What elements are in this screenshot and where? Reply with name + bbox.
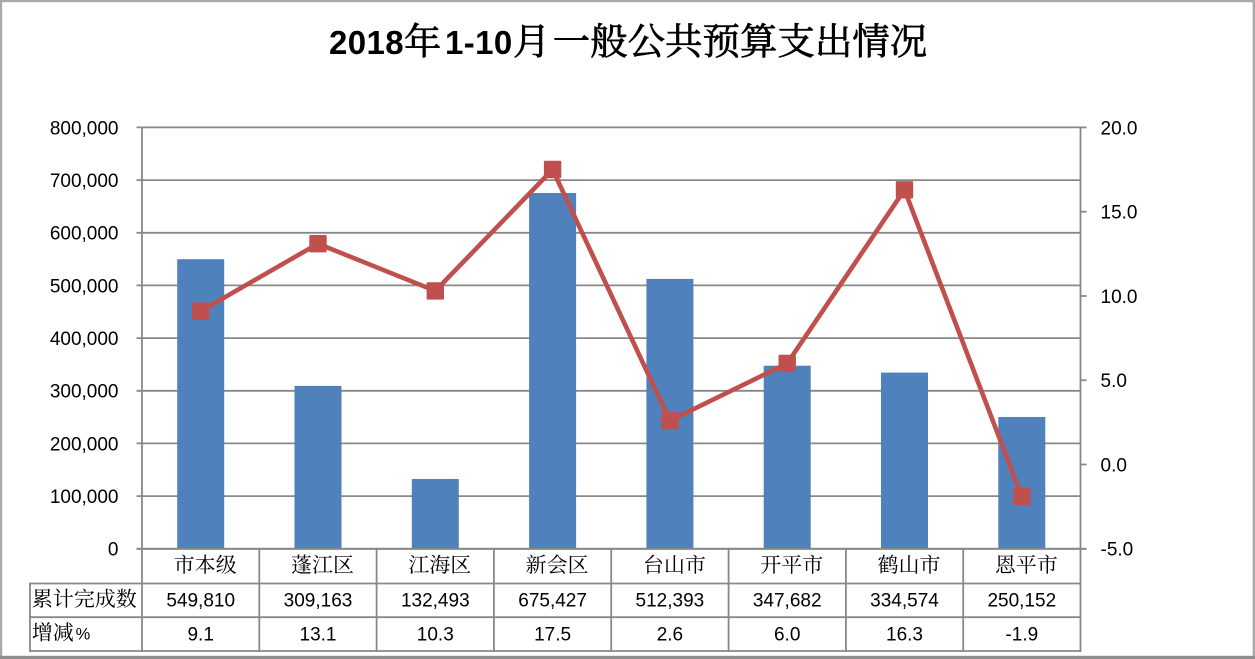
svg-text:1-10: 1-10 — [445, 24, 513, 61]
svg-text:6.0: 6.0 — [774, 624, 800, 645]
svg-text:13.1: 13.1 — [300, 624, 337, 645]
svg-text:17.5: 17.5 — [534, 624, 571, 645]
svg-text:20.0: 20.0 — [1101, 118, 1138, 139]
svg-text:334,574: 334,574 — [870, 591, 939, 612]
svg-text:675,427: 675,427 — [518, 591, 587, 612]
svg-text:15.0: 15.0 — [1101, 203, 1138, 224]
svg-text:-1.9: -1.9 — [1005, 624, 1038, 645]
svg-text:512,393: 512,393 — [636, 591, 705, 612]
svg-text:0: 0 — [108, 540, 119, 561]
svg-text:700,000: 700,000 — [50, 171, 119, 192]
svg-text:800,000: 800,000 — [50, 118, 119, 139]
svg-text:400,000: 400,000 — [50, 329, 119, 350]
svg-text:%: % — [76, 626, 91, 644]
svg-text:5.0: 5.0 — [1101, 371, 1127, 392]
svg-text:9.1: 9.1 — [187, 624, 213, 645]
svg-text:309,163: 309,163 — [284, 591, 353, 612]
svg-text:-5.0: -5.0 — [1101, 540, 1134, 561]
svg-text:347,682: 347,682 — [753, 591, 822, 612]
svg-text:0.0: 0.0 — [1101, 455, 1127, 476]
svg-text:549,810: 549,810 — [166, 591, 235, 612]
svg-text:132,493: 132,493 — [401, 591, 470, 612]
svg-text:16.3: 16.3 — [886, 624, 923, 645]
svg-text:2018: 2018 — [329, 24, 404, 61]
svg-text:250,152: 250,152 — [987, 591, 1056, 612]
svg-text:500,000: 500,000 — [50, 276, 119, 297]
svg-text:2.6: 2.6 — [657, 624, 683, 645]
svg-text:200,000: 200,000 — [50, 434, 119, 455]
svg-text:10.0: 10.0 — [1101, 287, 1138, 308]
svg-text:100,000: 100,000 — [50, 487, 119, 508]
svg-text:300,000: 300,000 — [50, 382, 119, 403]
svg-text:10.3: 10.3 — [417, 624, 454, 645]
svg-text:600,000: 600,000 — [50, 224, 119, 245]
